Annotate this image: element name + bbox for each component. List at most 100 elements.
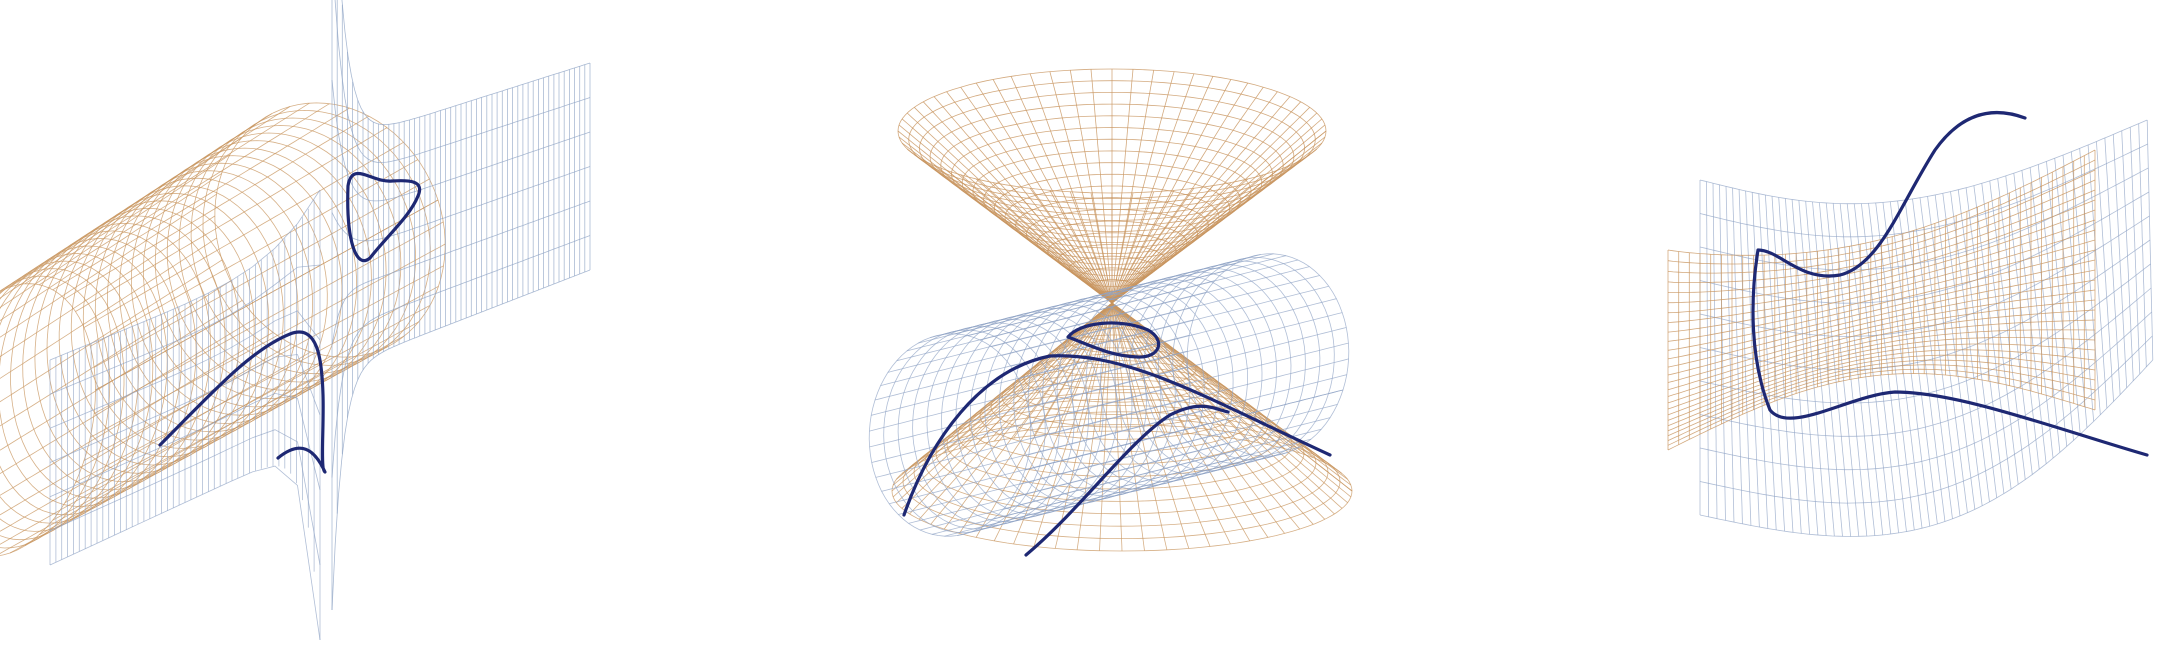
lower-cone-surface-line [892, 302, 1113, 498]
curved-tube-surface-line [0, 317, 257, 475]
curved-tube-surface-line [39, 335, 405, 536]
curved-tube-surface-line [154, 140, 372, 400]
cylinder-surface-line [871, 334, 1190, 416]
curved-tube-surface-line [0, 332, 274, 496]
upper-cone-surface-line [993, 173, 1231, 243]
curved-tube-surface-line [52, 321, 419, 521]
cylinder-surface-line [1030, 342, 1349, 424]
lower-cone-surface-line [1111, 302, 1352, 498]
curved-tube-surface-line [178, 125, 402, 383]
curved-tube-surface-line [75, 286, 439, 483]
curved-tube-surface-line [82, 185, 284, 449]
blue-twisted-sheet-line [1778, 197, 1802, 534]
lower-cone-surface-line [1111, 302, 1326, 464]
lower-cone-surface-line [1099, 302, 1113, 432]
cylinder-surface-line [1056, 286, 1220, 490]
blue-twisted-sheet-line [2013, 173, 2047, 464]
lower-cone-surface-line [1111, 302, 1168, 550]
blue-twisted-sheet-line [1997, 178, 2033, 475]
orange-saddle-surface-line [1667, 259, 2096, 360]
curved-tube-surface-line [83, 141, 404, 328]
lower-cone-surface-line [1067, 328, 1161, 353]
upper-cone-surface-line [1111, 130, 1327, 304]
folded-sheet-surface-line [49, 189, 321, 361]
blue-twisted-sheet-line [1868, 203, 1907, 532]
upper-cone-surface-line [933, 165, 1113, 304]
cylinder-surface-line [969, 308, 1133, 512]
curved-tube-surface-line [34, 215, 226, 483]
blue-twisted-sheet-line [1973, 185, 2012, 490]
upper-cone-surface-line [914, 107, 1113, 304]
cylinder-surface-line [944, 455, 1263, 537]
blue-twisted-sheet-line [1934, 194, 1976, 510]
curved-tube-surface-line [214, 102, 446, 358]
blue-twisted-sheet-line [1738, 189, 1752, 526]
upper-cone-surface [897, 68, 1327, 304]
curved-tube-surface-line [22, 222, 212, 491]
upper-cone-surface-line [1111, 69, 1134, 304]
blue-twisted-sheet-line [2054, 158, 2081, 435]
upper-cone-surface-line [1111, 118, 1323, 304]
lower-cone-surface-line [1099, 302, 1113, 551]
upper-cone-surface-line [1111, 191, 1155, 304]
blue-twisted-sheet-line [1825, 202, 1860, 537]
upper-cone-surface-line [1049, 71, 1113, 304]
folded-sheet-surface [331, 0, 591, 611]
lower-cone-surface-line [959, 302, 1113, 449]
orange-saddle-surface-line [1667, 329, 2095, 410]
lower-cone-surface-line [943, 302, 1113, 530]
upper-cone-surface-line [1111, 71, 1175, 304]
blue-twisted-sheet-line [2046, 161, 2074, 441]
curved-tube-surface-line [94, 178, 430, 368]
curved-tube-surface-line [0, 113, 273, 292]
upper-cone-surface-line [972, 150, 1252, 232]
lower-cone-surface-line [968, 385, 1269, 465]
lower-cone-surface-line [909, 302, 1113, 469]
lower-cone-surface-line [1089, 315, 1137, 329]
blue-twisted-sheet-line [1818, 202, 1852, 537]
blue-twisted-sheet-line [2005, 175, 2040, 470]
cylinder-surface-line [919, 449, 1239, 531]
blue-twisted-sheet-line [1861, 203, 1899, 533]
cylinder-surface-line [1143, 264, 1306, 468]
curved-tube-surface-line [70, 192, 270, 458]
curved-tube-surface-line [0, 237, 217, 379]
cylinder-surface-line [957, 455, 1276, 536]
cylinder-surface-line [1003, 428, 1322, 510]
upper-cone-surface-line [1025, 209, 1198, 260]
curved-tube-surface-line [83, 265, 444, 461]
folded-sheet-surface-line [331, 235, 591, 478]
curved-tube-surface-line [202, 109, 431, 366]
upper-cone-surface-line [1090, 279, 1134, 293]
blue-twisted-sheet-line [1904, 199, 1946, 522]
curved-tube-surface-line [9, 106, 291, 288]
cylinder-surface-line [1024, 312, 1343, 393]
blue-twisted-sheet-line [1785, 198, 1810, 535]
curved-tube-surface-line [64, 304, 431, 503]
cylinder-surface-line [1024, 389, 1344, 471]
lower-cone-surface-line [1111, 302, 1343, 474]
cylinder-surface-line [875, 397, 1194, 478]
upper-cone-surface-line [1111, 174, 1264, 304]
upper-cone-surface-line [1111, 178, 1249, 304]
lower-cone-surface-line [1076, 302, 1113, 433]
upper-cone-surface-line [1069, 191, 1113, 304]
upper-cone-surface-line [897, 130, 1113, 304]
curved-tube-surface-line [90, 243, 446, 438]
curved-tube-surface-line [0, 356, 351, 554]
upper-cone-surface-line [1111, 101, 1301, 304]
upper-cone-surface-line [914, 154, 1113, 304]
orange-saddle-surface-line [1667, 179, 2096, 283]
cylinder-surface-line [1085, 278, 1249, 482]
lower-cone-surface-line [1111, 302, 1335, 469]
lower-cone-surface-line [1111, 302, 1285, 449]
folded-sheet-surface-line [49, 465, 321, 641]
blue-twisted-sheet-line [1699, 359, 2154, 537]
orange-saddle-surface-line [1667, 229, 2096, 333]
long-curve [1024, 404, 1230, 557]
blue-twisted-sheet-line [1942, 193, 1983, 506]
cylinder-surface-line [942, 254, 1261, 335]
blue-twisted-sheet-line [2062, 154, 2088, 428]
curved-tube-surface-line [0, 351, 311, 532]
